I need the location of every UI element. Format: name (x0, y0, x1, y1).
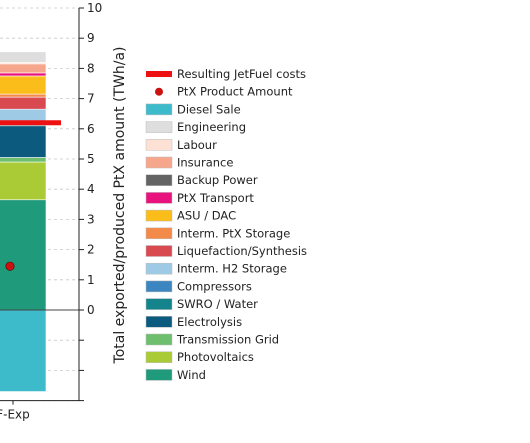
ptx-amount-marker (5, 261, 15, 271)
legend-swatch (145, 280, 173, 293)
legend-swatch (145, 174, 173, 186)
legend-swatch (145, 245, 173, 257)
legend-swatch (145, 316, 173, 328)
legend-label: Photovoltaics (177, 350, 254, 364)
legend-label: Backup Power (177, 173, 258, 187)
y-tick-label: 7 (87, 92, 95, 106)
bar-segment (0, 63, 47, 74)
legend-label: Transmission Grid (176, 333, 279, 347)
y-tick-label: 10 (87, 1, 102, 15)
legend-label: Labour (177, 138, 217, 152)
bar-segment (0, 157, 47, 163)
x-axis: F-Exp (0, 400, 79, 422)
legend-label: Compressors (177, 279, 252, 293)
legend-label: Liquefaction/Synthesis (177, 244, 307, 258)
y-tick-label: 2 (87, 243, 95, 257)
y-tick-label: 6 (87, 122, 95, 136)
y-axis: 0 1 2 3 4 5 6 7 8 9 10 (78, 1, 102, 402)
bar-segment (0, 93, 47, 98)
y-tick-label: 5 (87, 152, 95, 166)
legend-swatch (145, 333, 173, 346)
plot-area (0, 7, 79, 402)
x-tick-label: F-Exp (0, 408, 30, 422)
legend-swatch (145, 262, 173, 275)
y-tick-label: 9 (87, 31, 95, 45)
legend-swatch (145, 103, 173, 116)
legend-label: SWRO / Water (177, 297, 258, 311)
y-tick-label: 1 (87, 273, 95, 287)
legend-label: Electrolysis (177, 315, 242, 329)
legend-label: Interm. H2 Storage (177, 262, 287, 276)
legend-swatch (145, 298, 173, 310)
legend-swatch (145, 369, 173, 381)
legend-swatch (145, 121, 173, 133)
legend-label: PtX Transport (177, 191, 254, 205)
legend-label: Resulting JetFuel costs (177, 67, 306, 81)
legend-label: Insurance (177, 156, 233, 170)
y-tick-label: 0 (87, 303, 95, 317)
legend-swatch (145, 156, 173, 169)
legend-label: PtX Product Amount (177, 85, 293, 99)
y-axis-label: Total exported/produced PtX amount (TWh/… (112, 47, 128, 365)
bar-segment (0, 51, 47, 63)
y-tick-label: 4 (87, 182, 95, 196)
legend-label: Diesel Sale (177, 102, 241, 116)
legend-label: ASU / DAC (177, 209, 236, 223)
y-tick-label: 3 (87, 212, 95, 226)
legend-label: Interm. PtX Storage (177, 226, 290, 240)
legend-point-swatch (155, 87, 163, 96)
bar-segment (0, 72, 47, 77)
bar-segment (0, 75, 47, 95)
legend-label: Wind (177, 368, 206, 382)
bar-segment (0, 125, 47, 158)
y-tick-label: 8 (87, 61, 95, 75)
legend-line-swatch (146, 71, 172, 77)
legend-swatch (145, 227, 173, 240)
bar-segment (0, 96, 47, 110)
legend-swatch (145, 351, 173, 363)
legend: Resulting JetFuel costs PtX Product Amoun… (145, 67, 307, 382)
bar-segment (0, 199, 47, 311)
legend-swatch (145, 139, 173, 151)
legend-swatch (145, 209, 173, 222)
bar-segment (0, 161, 47, 201)
bar-segment (0, 309, 47, 392)
legend-swatch (145, 192, 173, 204)
legend-label: Engineering (177, 120, 246, 134)
